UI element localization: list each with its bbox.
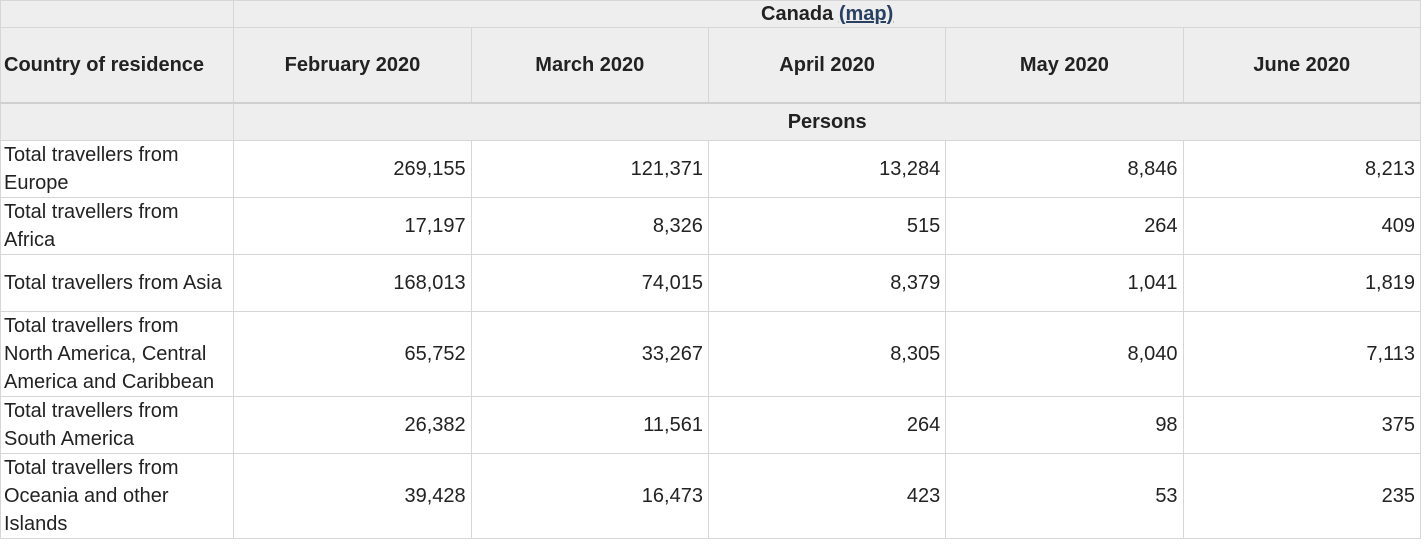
month-header: April 2020 <box>707 27 947 104</box>
row-label: Total travellers from Europe <box>0 140 235 198</box>
table-cell: 33,267 <box>470 311 709 397</box>
table-cell: 515 <box>707 197 947 255</box>
table-cell: 1,041 <box>945 254 1184 312</box>
table-cell: 423 <box>707 453 947 539</box>
month-header: February 2020 <box>233 27 472 104</box>
table-cell: 235 <box>1182 453 1422 539</box>
table-cell: 98 <box>945 396 1184 454</box>
month-header-row: Country of residence February 2020 March… <box>0 27 1422 104</box>
row-label: Total travellers from Oceania and other … <box>0 453 235 539</box>
table-cell: 375 <box>1182 396 1422 454</box>
table-cell: 74,015 <box>470 254 709 312</box>
table-row: Total travellers from Europe 269,155 121… <box>0 140 1422 198</box>
table-cell: 264 <box>707 396 947 454</box>
table-cell: 8,040 <box>945 311 1184 397</box>
table-row: Total travellers from Oceania and other … <box>0 453 1422 539</box>
table-cell: 8,213 <box>1182 140 1422 198</box>
table-row: Total travellers from North America, Cen… <box>0 311 1422 397</box>
table-cell: 1,819 <box>1182 254 1422 312</box>
table-cell: 13,284 <box>707 140 947 198</box>
month-header: June 2020 <box>1182 27 1422 104</box>
table-cell: 168,013 <box>233 254 472 312</box>
unit-header: Persons <box>233 102 1421 141</box>
table-cell: 8,846 <box>945 140 1184 198</box>
travellers-table: Canada (map) Country of residence Februa… <box>0 0 1422 539</box>
geography-header-row: Canada (map) <box>0 0 1421 28</box>
table-cell: 53 <box>945 453 1184 539</box>
table-row: Total travellers from South America 26,3… <box>0 396 1422 454</box>
table-cell: 8,379 <box>707 254 947 312</box>
table-row: Total travellers from Africa 17,197 8,32… <box>0 197 1422 255</box>
table-cell: 409 <box>1182 197 1422 255</box>
table-cell: 121,371 <box>470 140 709 198</box>
table-cell: 7,113 <box>1182 311 1422 397</box>
table-cell: 39,428 <box>233 453 472 539</box>
row-label: Total travellers from North America, Cen… <box>0 311 235 397</box>
row-label: Total travellers from Asia <box>0 254 235 312</box>
table-cell: 65,752 <box>233 311 472 397</box>
table-cell: 16,473 <box>470 453 709 539</box>
corner-cell <box>0 0 235 28</box>
month-header: March 2020 <box>470 27 709 104</box>
row-label: Total travellers from South America <box>0 396 235 454</box>
geography-header: Canada (map) <box>233 0 1421 28</box>
map-link[interactable]: (map) <box>838 2 894 25</box>
table-row: Total travellers from Asia 168,013 74,01… <box>0 254 1422 312</box>
row-label: Total travellers from Africa <box>0 197 235 255</box>
month-header: May 2020 <box>945 27 1184 104</box>
country-of-residence-header: Country of residence <box>0 27 235 104</box>
table-cell: 26,382 <box>233 396 472 454</box>
table-cell: 264 <box>945 197 1184 255</box>
unit-header-row: Persons <box>0 102 1421 141</box>
table-cell: 269,155 <box>233 140 472 198</box>
geography-name: Canada <box>761 2 834 25</box>
unit-row-blank <box>0 102 235 141</box>
table-cell: 8,305 <box>707 311 947 397</box>
table-cell: 17,197 <box>233 197 472 255</box>
table-cell: 11,561 <box>470 396 709 454</box>
table-cell: 8,326 <box>470 197 709 255</box>
